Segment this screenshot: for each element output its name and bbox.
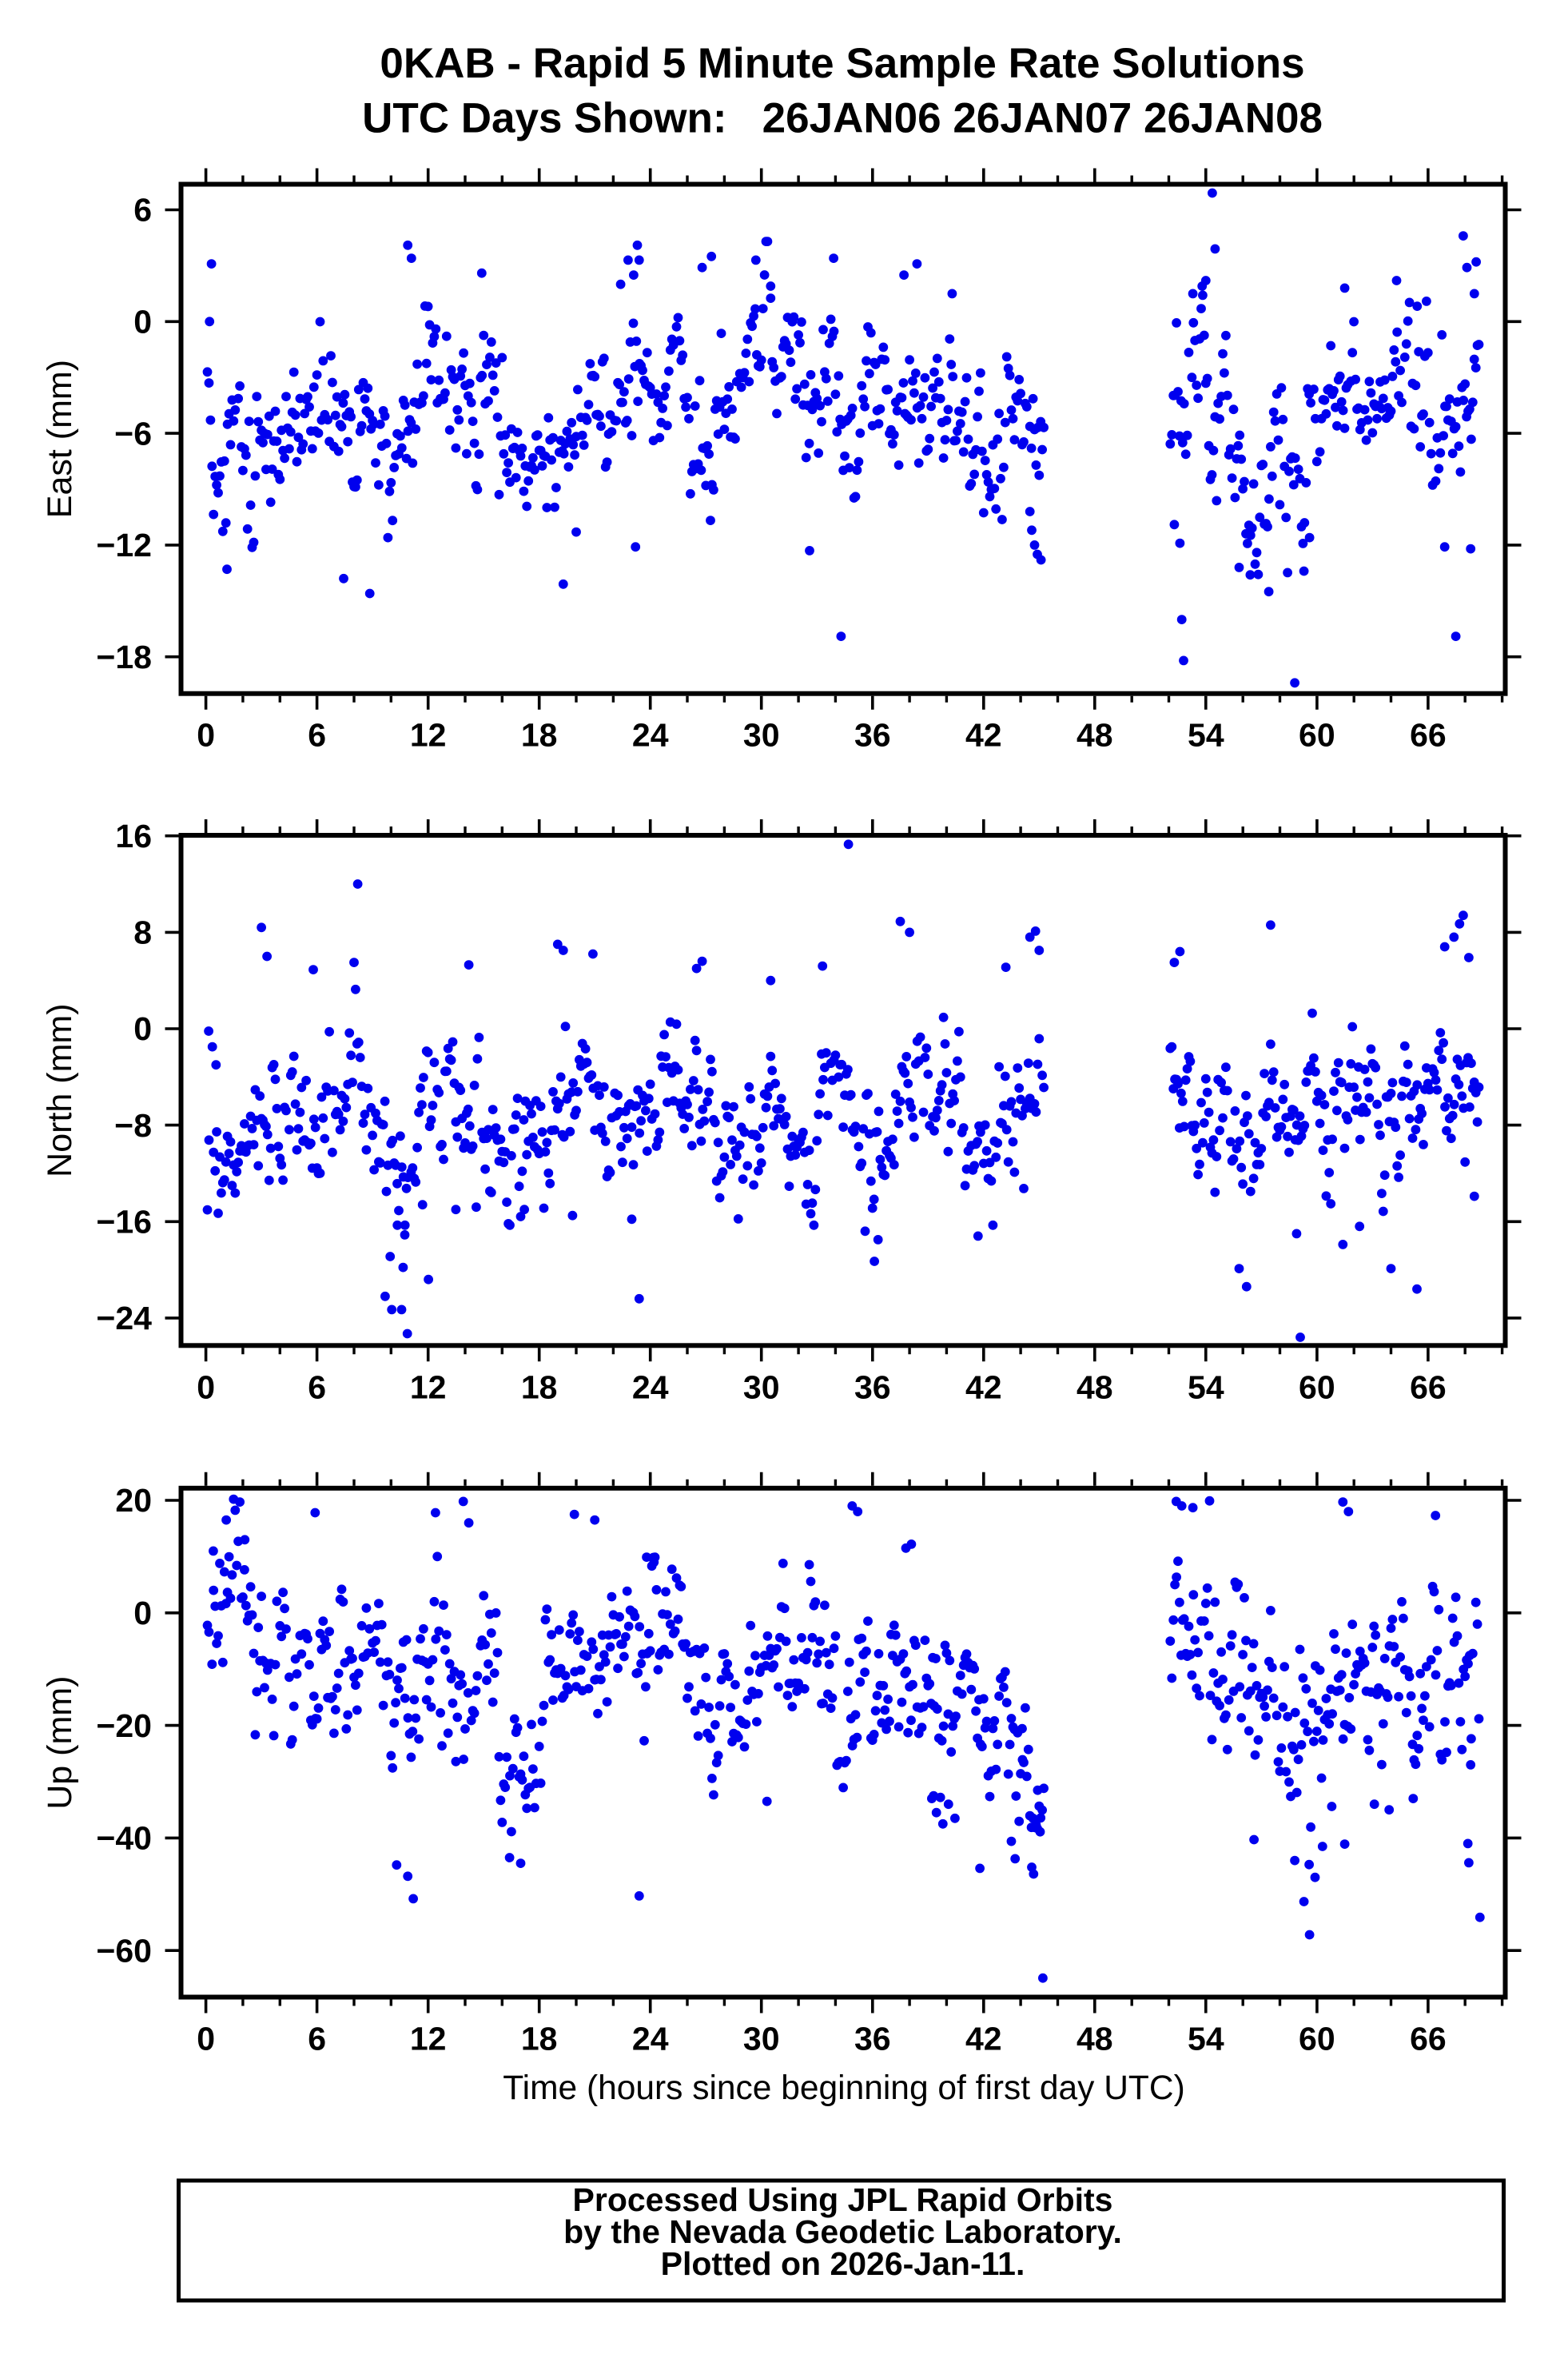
svg-text:0: 0 — [197, 2021, 215, 2057]
svg-text:24: 24 — [632, 2021, 669, 2057]
svg-text:0KAB - Rapid 5 Minute Sample R: 0KAB - Rapid 5 Minute Sample Rate Soluti… — [380, 40, 1304, 87]
svg-text:by the Nevada Geodetic Laborat: by the Nevada Geodetic Laboratory. — [563, 2213, 1122, 2250]
svg-text:0: 0 — [197, 1368, 215, 1405]
svg-text:54: 54 — [1188, 1368, 1224, 1405]
svg-text:18: 18 — [521, 1368, 558, 1405]
svg-text:42: 42 — [965, 2021, 1002, 2057]
svg-text:−24: −24 — [96, 1300, 152, 1336]
svg-text:48: 48 — [1077, 2021, 1113, 2057]
svg-text:66: 66 — [1410, 717, 1447, 754]
svg-text:−6: −6 — [114, 415, 152, 452]
svg-text:42: 42 — [965, 717, 1002, 754]
svg-text:−8: −8 — [114, 1107, 152, 1144]
svg-text:36: 36 — [854, 2021, 891, 2057]
svg-text:0: 0 — [133, 1595, 152, 1631]
svg-text:−18: −18 — [96, 639, 152, 675]
svg-text:0: 0 — [197, 717, 215, 754]
svg-text:−40: −40 — [96, 1820, 152, 1857]
svg-text:6: 6 — [308, 1368, 326, 1405]
svg-text:30: 30 — [743, 717, 780, 754]
svg-text:24: 24 — [632, 1368, 669, 1405]
svg-text:36: 36 — [854, 1368, 891, 1405]
svg-text:0: 0 — [133, 1010, 152, 1047]
svg-text:6: 6 — [133, 192, 152, 229]
svg-text:36: 36 — [854, 717, 891, 754]
svg-text:−16: −16 — [96, 1203, 152, 1240]
svg-text:Up (mm): Up (mm) — [41, 1676, 79, 1810]
svg-text:East (mm): East (mm) — [41, 360, 79, 518]
svg-text:Processed Using JPL Rapid Orbi: Processed Using JPL Rapid Orbits — [573, 2181, 1113, 2218]
svg-text:North (mm): North (mm) — [41, 1003, 79, 1177]
svg-text:6: 6 — [308, 717, 326, 754]
svg-text:54: 54 — [1188, 2021, 1224, 2057]
svg-text:Plotted on 2026-Jan-11.: Plotted on 2026-Jan-11. — [661, 2245, 1025, 2282]
svg-text:24: 24 — [632, 717, 669, 754]
svg-text:66: 66 — [1410, 2021, 1447, 2057]
svg-text:0: 0 — [133, 304, 152, 341]
svg-text:6: 6 — [308, 2021, 326, 2057]
svg-text:60: 60 — [1299, 1368, 1335, 1405]
svg-text:48: 48 — [1077, 1368, 1113, 1405]
svg-text:12: 12 — [410, 2021, 447, 2057]
svg-text:12: 12 — [410, 717, 447, 754]
svg-text:60: 60 — [1299, 717, 1335, 754]
svg-text:16: 16 — [115, 818, 152, 854]
svg-text:42: 42 — [965, 1368, 1002, 1405]
svg-text:60: 60 — [1299, 2021, 1335, 2057]
svg-text:UTC Days Shown: 26JAN06 26JA: UTC Days Shown: 26JAN06 26JAN07 26JAN08 — [362, 94, 1323, 141]
svg-text:12: 12 — [410, 1368, 447, 1405]
svg-text:−60: −60 — [96, 1932, 152, 1969]
svg-text:18: 18 — [521, 717, 558, 754]
svg-text:20: 20 — [115, 1482, 152, 1519]
svg-text:8: 8 — [133, 914, 152, 951]
svg-text:−12: −12 — [96, 527, 152, 564]
svg-text:66: 66 — [1410, 1368, 1447, 1405]
svg-text:18: 18 — [521, 2021, 558, 2057]
svg-text:48: 48 — [1077, 717, 1113, 754]
svg-text:54: 54 — [1188, 717, 1224, 754]
svg-text:30: 30 — [743, 1368, 780, 1405]
svg-text:−20: −20 — [96, 1707, 152, 1744]
svg-text:Time (hours since beginning of: Time (hours since beginning of first day… — [503, 2069, 1184, 2107]
svg-text:30: 30 — [743, 2021, 780, 2057]
